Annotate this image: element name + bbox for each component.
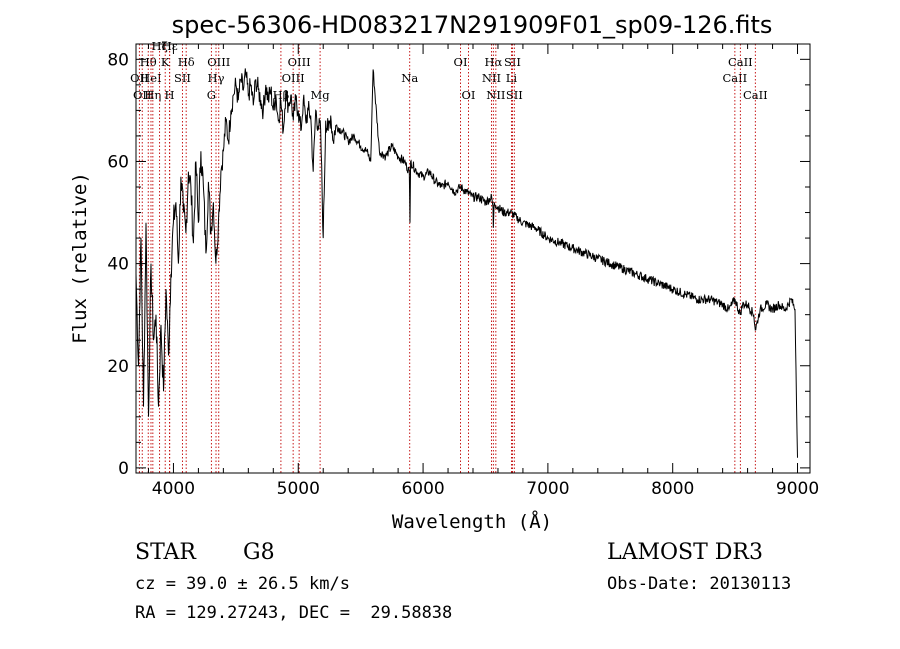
spectral-line-label-8: Hε xyxy=(162,39,178,53)
ra-dec-coordinates: RA = 129.27243, DEC = 29.58838 xyxy=(135,603,453,623)
y-tick-label: 80 xyxy=(107,50,129,70)
spectral-line-label-19: OI xyxy=(454,55,468,69)
spectral-line-label-3: HeI xyxy=(140,71,161,85)
spectral-line-label-27: CaII xyxy=(722,71,747,85)
spectral-line-label-2: Hθ xyxy=(140,55,157,69)
spectral-line-markers: OIIOIIHθHeIHηHζKHHεSIIHδGHγOIIIHβOIIIOII… xyxy=(130,39,768,473)
x-tick-label: 8000 xyxy=(651,479,694,499)
spectrum-series-line xyxy=(135,68,798,458)
x-axis-label: Wavelength (Å) xyxy=(392,510,552,533)
plot-frame xyxy=(135,43,811,474)
spectral-line-label-9: SII xyxy=(174,71,191,85)
spectral-line-label-10: Hδ xyxy=(178,55,195,69)
spectrum-plot xyxy=(135,68,798,458)
spectral-line-label-17: Mg xyxy=(311,88,331,102)
y-tick-label: 60 xyxy=(107,152,129,172)
x-tick-label: 9000 xyxy=(776,479,819,499)
y-tick-label: 40 xyxy=(107,255,129,275)
spectral-line-label-6: K xyxy=(161,55,170,69)
spectral-line-label-22: Hα xyxy=(484,55,502,69)
spectral-line-label-0: OII xyxy=(130,71,149,85)
spectral-line-label-16: OIII xyxy=(288,55,311,69)
x-tick-label: 6000 xyxy=(401,479,444,499)
spectral-line-label-4: Hη xyxy=(144,88,161,102)
y-tick-label: 20 xyxy=(107,357,129,377)
axis-ticks: 4000 5000 6000 7000 8000 9000 0 20 40 60 80 xyxy=(107,44,819,499)
spectral-line-label-23: NII xyxy=(486,88,505,102)
x-tick-label: 5000 xyxy=(277,479,320,499)
spectral-subclass: G8 xyxy=(243,540,275,565)
chart-title: spec-56306-HD083217N291909F01_sp09-126.f… xyxy=(172,11,773,39)
spectral-line-label-11: G xyxy=(207,88,216,102)
spectral-line-label-12: Hγ xyxy=(208,71,225,85)
spectral-line-label-20: OI xyxy=(462,88,476,102)
object-class: STAR xyxy=(135,540,196,565)
spectral-line-label-13: OIII xyxy=(207,55,230,69)
spectral-line-label-5: Hζ xyxy=(151,39,167,53)
spectral-line-label-29: CaII xyxy=(743,88,768,102)
spectral-line-label-28: CaII xyxy=(728,55,753,69)
spectral-line-label-24: Li xyxy=(506,71,518,85)
spectral-line-label-21: NII xyxy=(482,71,501,85)
spectral-line-label-15: OIII xyxy=(282,71,305,85)
x-tick-label: 7000 xyxy=(526,479,569,499)
y-tick-label: 0 xyxy=(118,459,129,479)
survey-name: LAMOST DR3 xyxy=(607,540,763,565)
spectral-line-label-18: Na xyxy=(401,71,418,85)
spectral-line-label-26: SII xyxy=(506,88,523,102)
y-axis-label: Flux (relative) xyxy=(69,172,91,344)
observation-date: Obs-Date: 20130113 xyxy=(607,574,792,594)
x-tick-label: 4000 xyxy=(152,479,195,499)
redshift-velocity: cz = 39.0 ± 26.5 km/s xyxy=(135,574,350,594)
spectral-line-label-1: OII xyxy=(133,88,152,102)
spectral-line-label-25: SII xyxy=(504,55,521,69)
spectral-line-label-7: H xyxy=(165,88,175,102)
